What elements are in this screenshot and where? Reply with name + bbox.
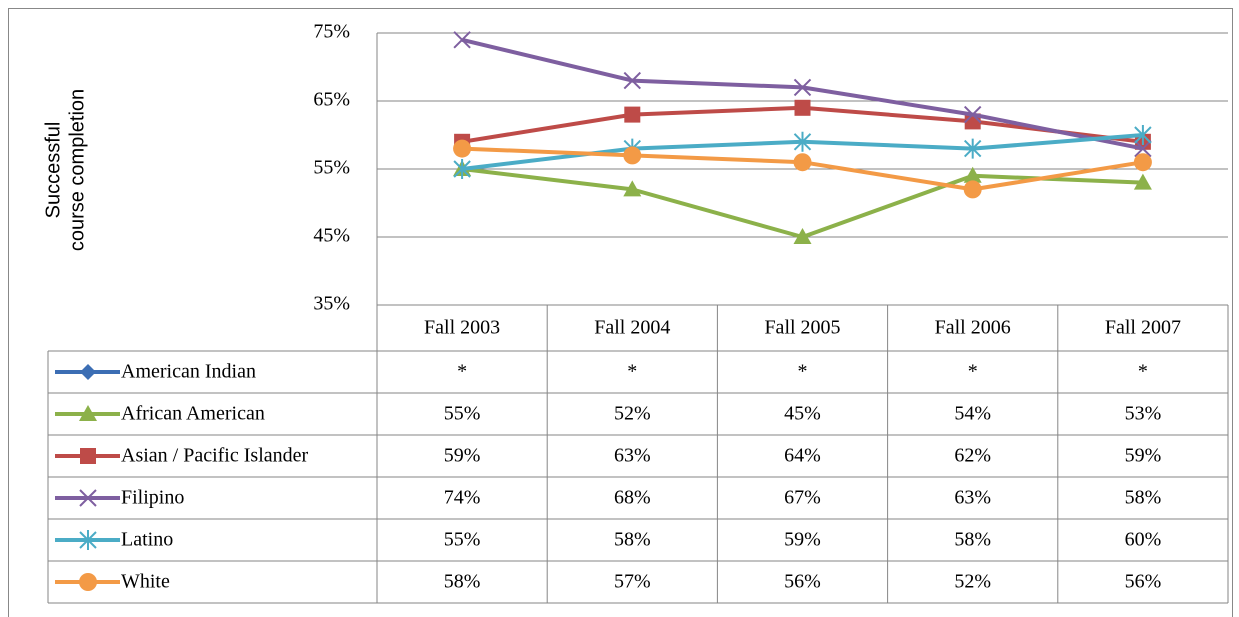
data-point <box>453 139 472 158</box>
data-point <box>623 180 642 197</box>
legend-marker <box>79 405 97 421</box>
table-cell: 63% <box>614 445 651 467</box>
y-tick-label: 45% <box>313 225 350 247</box>
data-point <box>1133 173 1152 190</box>
y-axis-label: Successful <box>42 122 64 219</box>
legend-label: Asian / Pacific Islander <box>121 445 308 467</box>
legend-marker <box>79 530 97 550</box>
data-point <box>793 131 812 152</box>
y-axis-label: course completion <box>66 89 88 251</box>
data-point <box>623 146 642 165</box>
table-cell: 57% <box>614 571 651 593</box>
y-tick-label: 65% <box>313 89 350 111</box>
table-cell: * <box>627 361 637 383</box>
table-cell: 58% <box>444 571 481 593</box>
table-cell: 59% <box>1125 445 1162 467</box>
table-cell: 56% <box>784 571 821 593</box>
table-cell: 58% <box>614 529 651 551</box>
table-cell: 56% <box>1125 571 1162 593</box>
y-tick-label: 55% <box>313 157 350 179</box>
y-tick-label: 35% <box>313 293 350 315</box>
y-tick-label: 75% <box>313 21 350 43</box>
data-point <box>794 99 811 116</box>
table-cell: 58% <box>954 529 991 551</box>
table-cell: 58% <box>1125 487 1162 509</box>
data-point <box>1134 125 1152 145</box>
legend-label: White <box>121 571 170 593</box>
table-cell: 62% <box>954 445 991 467</box>
x-tick-label: Fall 2007 <box>1105 317 1181 339</box>
legend-marker <box>80 364 96 380</box>
data-point <box>963 105 982 124</box>
table-cell: * <box>457 361 467 383</box>
table-cell: 54% <box>954 403 991 425</box>
data-point <box>453 31 471 49</box>
data-point <box>963 138 982 159</box>
data-point <box>1133 153 1152 172</box>
x-tick-label: Fall 2005 <box>764 317 840 339</box>
x-tick-label: Fall 2004 <box>594 317 670 339</box>
table-cell: 55% <box>444 403 481 425</box>
table-cell: 45% <box>784 403 821 425</box>
table-cell: 68% <box>614 487 651 509</box>
table-cell: 59% <box>444 445 481 467</box>
data-point <box>623 71 642 90</box>
table-cell: * <box>968 361 978 383</box>
table-cell: 53% <box>1125 403 1162 425</box>
legend-marker <box>79 573 97 591</box>
x-tick-label: Fall 2003 <box>424 317 500 339</box>
data-point <box>963 166 982 183</box>
legend-label: American Indian <box>121 361 256 383</box>
table-cell: 52% <box>614 403 651 425</box>
table-cell: * <box>1138 361 1148 383</box>
table-cell: * <box>798 361 808 383</box>
table-cell: 60% <box>1125 529 1162 551</box>
data-point <box>793 153 812 172</box>
table-cell: 52% <box>954 571 991 593</box>
table-cell: 74% <box>444 487 481 509</box>
table-cell: 67% <box>784 487 821 509</box>
data-point <box>624 106 641 123</box>
data-point <box>963 180 982 199</box>
table-cell: 63% <box>954 487 991 509</box>
legend-marker <box>80 448 96 464</box>
data-point <box>793 78 812 97</box>
data-point <box>1134 139 1152 158</box>
table-cell: 55% <box>444 529 481 551</box>
x-tick-label: Fall 2006 <box>935 317 1011 339</box>
legend-label: African American <box>121 403 265 425</box>
legend-marker <box>79 489 97 507</box>
table-cell: 64% <box>784 445 821 467</box>
data-point <box>793 228 812 244</box>
chart-frame <box>8 8 1233 617</box>
table-cell: 59% <box>784 529 821 551</box>
legend-label: Filipino <box>121 487 184 509</box>
data-point <box>453 159 471 179</box>
legend-label: Latino <box>121 529 173 551</box>
